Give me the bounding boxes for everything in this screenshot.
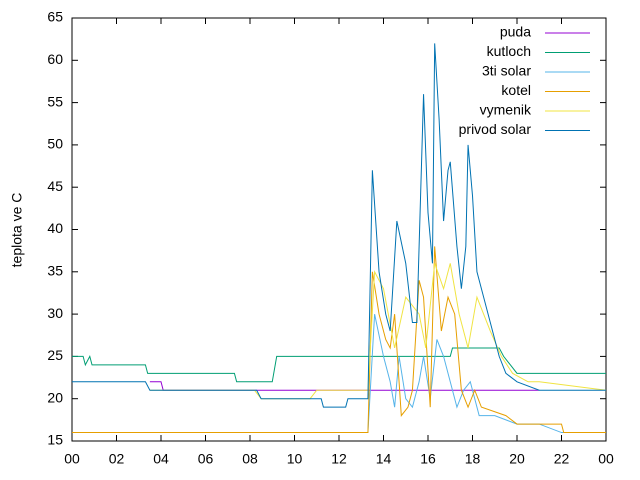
y-axis-label: teplota ve C	[9, 193, 25, 268]
legend-label: kutloch	[487, 43, 531, 59]
y-tick-label: 60	[47, 51, 63, 67]
x-tick-label: 02	[109, 451, 125, 467]
x-tick-label: 10	[287, 451, 303, 467]
x-tick-label: 20	[509, 451, 525, 467]
y-tick-label: 55	[47, 93, 63, 109]
y-tick-label: 15	[47, 432, 63, 448]
series-line	[72, 347, 606, 383]
legend-label: vymenik	[480, 102, 532, 118]
y-tick-label: 65	[47, 9, 63, 25]
x-tick-label: 08	[242, 451, 258, 467]
y-tick-label: 40	[47, 220, 63, 236]
legend-label: 3ti solar	[482, 63, 531, 79]
series-line	[149, 381, 540, 391]
y-tick-label: 45	[47, 178, 63, 194]
series-line	[72, 246, 606, 434]
x-tick-label: 12	[331, 451, 347, 467]
x-tick-label: 04	[153, 451, 169, 467]
legend-label: privod solar	[459, 121, 532, 137]
x-tick-label: 14	[376, 451, 392, 467]
x-tick-label: 00	[598, 451, 614, 467]
x-tick-label: 22	[554, 451, 570, 467]
y-tick-label: 30	[47, 305, 63, 321]
y-tick-label: 35	[47, 263, 63, 279]
legend-label: kotel	[501, 82, 531, 98]
x-tick-label: 16	[420, 451, 436, 467]
y-tick-label: 25	[47, 347, 63, 363]
x-tick-label: 18	[465, 451, 481, 467]
legend-label: puda	[500, 24, 531, 40]
y-tick-label: 50	[47, 136, 63, 152]
y-tick-label: 20	[47, 389, 63, 405]
series-line	[72, 313, 606, 434]
series-line	[72, 43, 606, 408]
series-line	[149, 263, 607, 400]
x-tick-label: 00	[64, 451, 80, 467]
x-tick-label: 06	[198, 451, 214, 467]
